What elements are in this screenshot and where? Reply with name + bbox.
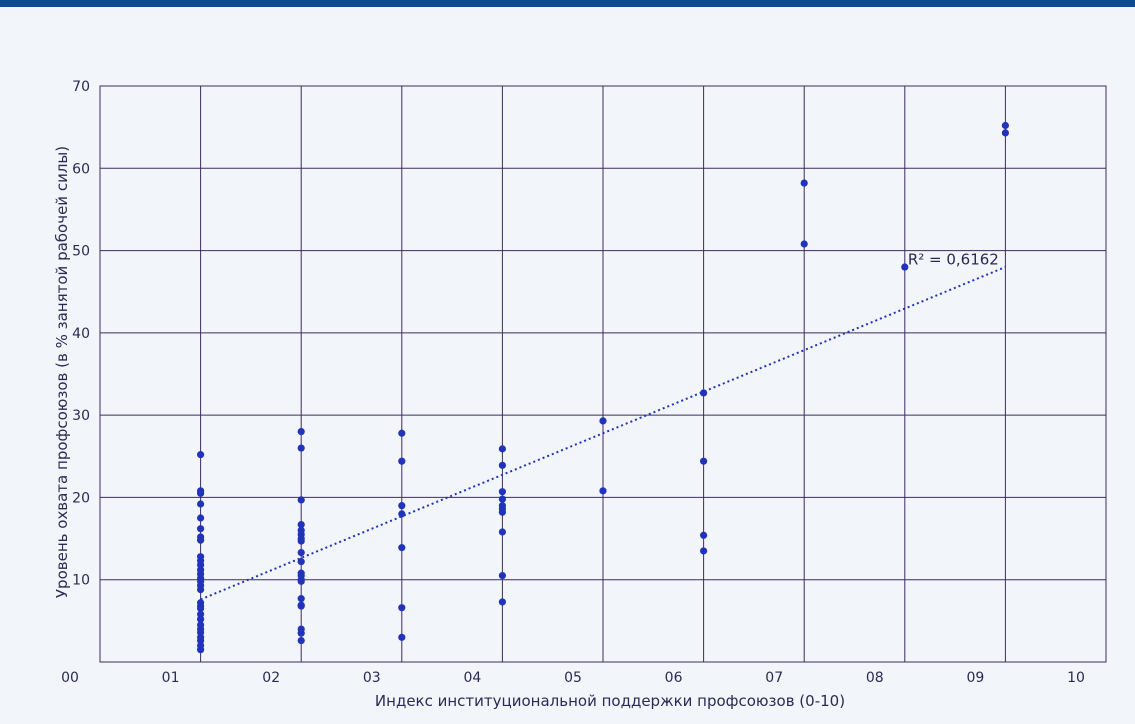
data-point [599,487,607,495]
data-point [498,572,506,580]
x-tick-label: 02 [262,670,280,686]
data-point [599,417,607,425]
data-point [297,558,305,566]
x-tick-label: 09 [966,670,984,686]
data-point [398,544,406,552]
x-tick-label: 08 [866,670,884,686]
data-point [297,444,305,452]
data-point [498,495,506,503]
x-tick-label: 04 [463,670,481,686]
trend-line [200,266,1006,601]
x-axis-ticks: 00 01 02 03 04 05 06 07 08 09 10 [61,670,1085,686]
x-tick-label: 05 [564,670,582,686]
y-tick-label: 20 [72,490,90,506]
x-tick-label: 01 [162,670,180,686]
y-tick-label: 30 [72,408,90,424]
data-point [498,461,506,469]
x-tick-label: 00 [61,670,79,686]
y-tick-label: 60 [72,161,90,177]
data-point [197,646,205,654]
y-tick-label: 70 [72,79,90,95]
x-axis-title: Индекс институциональной поддержки профс… [375,692,845,710]
data-point [297,629,305,637]
data-point [700,457,708,465]
data-point [197,604,205,613]
x-tick-label: 06 [665,670,683,686]
data-point [297,602,305,610]
x-tick-label: 10 [1067,670,1085,686]
data-point [297,637,305,645]
data-point [297,520,305,529]
data-point [297,548,305,557]
y-tick-label: 50 [72,244,90,260]
r-squared-label: R² = 0,6162 [908,251,999,269]
data-point [197,585,205,594]
y-tick-label: 10 [72,573,90,589]
data-point [197,637,205,645]
data-point [700,389,708,397]
data-point [197,489,205,497]
chart-grid [100,86,1106,662]
data-point [197,615,205,623]
data-point [197,610,205,618]
data-point [498,488,506,496]
data-point [197,536,205,544]
data-point [297,537,305,545]
x-tick-label: 07 [765,670,783,686]
data-point [398,457,406,465]
plot-area [99,85,1107,663]
data-point [498,445,506,453]
data-point [197,628,205,636]
data-point [297,496,305,504]
data-point [398,633,406,641]
data-point [197,451,205,459]
data-point [700,531,708,539]
data-point [297,428,305,436]
header-accent-bar [0,0,1135,7]
data-point [800,240,808,248]
data-point [197,500,205,508]
data-point [398,604,406,612]
data-point [398,502,406,510]
data-point [398,510,406,518]
x-tick-label: 03 [363,670,381,686]
data-point [197,514,205,522]
data-point [498,598,506,606]
data-point [498,508,506,516]
data-point [901,263,909,271]
data-point [197,525,205,533]
data-point [398,429,406,437]
data-point [197,561,205,569]
data-points [197,121,1010,654]
data-point [297,595,305,603]
data-point [1001,129,1010,137]
data-point [1001,121,1010,130]
y-axis-ticks: 10 20 30 40 50 60 70 [72,79,90,589]
y-axis-title: Уровень охвата профсоюзов (в % занятой р… [53,146,71,598]
data-point [800,179,808,187]
data-point [297,577,305,585]
data-point [498,528,506,536]
data-point [700,547,708,555]
y-tick-label: 40 [72,326,90,342]
